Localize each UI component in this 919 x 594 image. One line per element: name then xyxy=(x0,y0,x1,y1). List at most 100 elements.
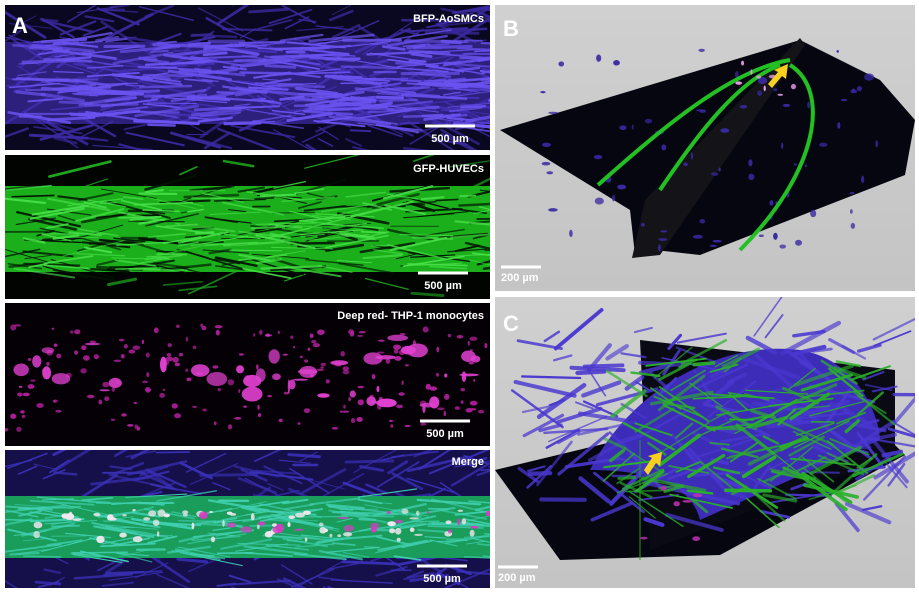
cell xyxy=(236,365,244,373)
cell xyxy=(372,374,376,379)
cell xyxy=(402,381,404,386)
cell xyxy=(794,163,798,165)
fiber xyxy=(225,123,260,124)
cell xyxy=(696,109,706,111)
cell xyxy=(358,399,364,405)
scale-bar-label: 200 µm xyxy=(498,572,536,584)
cell xyxy=(735,81,742,84)
cell xyxy=(778,94,783,96)
panel-letter: B xyxy=(503,16,519,41)
cell xyxy=(673,501,679,506)
cell xyxy=(73,518,82,521)
cell xyxy=(16,427,21,432)
cell xyxy=(243,405,247,407)
fiber xyxy=(326,76,361,77)
cell xyxy=(371,527,377,533)
cell xyxy=(416,511,420,516)
cell xyxy=(154,327,159,333)
cell xyxy=(850,209,853,213)
cell xyxy=(366,396,376,406)
cell xyxy=(278,331,280,334)
cell xyxy=(172,357,178,363)
cell xyxy=(410,528,415,532)
cell xyxy=(750,69,752,75)
cell xyxy=(875,140,878,147)
fiber xyxy=(149,125,175,126)
cell xyxy=(405,425,411,427)
cell xyxy=(207,372,228,386)
fiber xyxy=(402,80,421,81)
cell xyxy=(619,125,626,130)
cell xyxy=(267,395,272,397)
cell xyxy=(387,521,396,526)
cell xyxy=(594,155,603,159)
fiber xyxy=(13,79,53,80)
cell xyxy=(409,517,419,519)
cell xyxy=(427,511,429,514)
cell xyxy=(132,509,135,511)
cell xyxy=(242,387,263,402)
cell xyxy=(344,525,354,532)
cell xyxy=(548,208,558,211)
cell xyxy=(30,380,35,382)
fiber xyxy=(442,41,460,43)
cell xyxy=(542,162,551,166)
cell xyxy=(358,386,365,389)
cell xyxy=(56,354,61,359)
cell xyxy=(145,387,150,393)
cell xyxy=(74,329,80,334)
fiber xyxy=(351,130,371,131)
fiber xyxy=(126,85,144,86)
cell xyxy=(53,400,58,403)
cell xyxy=(841,99,848,101)
cell xyxy=(293,379,308,381)
fiber xyxy=(266,66,295,68)
cell xyxy=(104,396,109,401)
cell xyxy=(436,373,439,377)
cell xyxy=(52,328,54,330)
cell xyxy=(329,534,332,538)
cell xyxy=(317,393,329,397)
cell xyxy=(85,343,100,345)
cell xyxy=(317,369,325,371)
cell xyxy=(80,368,86,373)
cell xyxy=(857,86,862,91)
cell xyxy=(134,402,137,404)
cell xyxy=(122,514,126,516)
cell xyxy=(660,230,667,233)
cell xyxy=(157,531,159,537)
cell xyxy=(351,418,355,423)
cell xyxy=(127,424,133,427)
cell xyxy=(282,354,288,356)
cell xyxy=(458,510,464,512)
cell xyxy=(864,73,874,80)
cell xyxy=(343,532,352,536)
cell xyxy=(470,401,478,406)
cell xyxy=(215,325,223,328)
cell xyxy=(74,350,78,354)
cell xyxy=(272,373,281,380)
cell xyxy=(265,334,272,336)
cell xyxy=(693,494,702,498)
fiber xyxy=(414,46,471,47)
cell xyxy=(109,518,116,521)
cell xyxy=(338,517,349,519)
cell xyxy=(359,331,366,334)
scale-bar-label: 200 µm xyxy=(501,272,539,284)
cell xyxy=(272,526,283,534)
cell xyxy=(698,49,704,52)
panel-a-thp1 xyxy=(5,303,490,446)
cell xyxy=(819,143,828,147)
cell xyxy=(661,144,666,150)
fiber xyxy=(157,452,189,453)
fiber xyxy=(233,0,252,5)
cell xyxy=(99,389,110,391)
cell xyxy=(134,425,138,429)
fiber xyxy=(179,521,224,522)
cell xyxy=(172,403,178,408)
cell xyxy=(426,384,431,390)
cell xyxy=(218,388,221,391)
fiber xyxy=(585,365,623,366)
cell xyxy=(133,536,143,542)
cell xyxy=(357,335,363,337)
